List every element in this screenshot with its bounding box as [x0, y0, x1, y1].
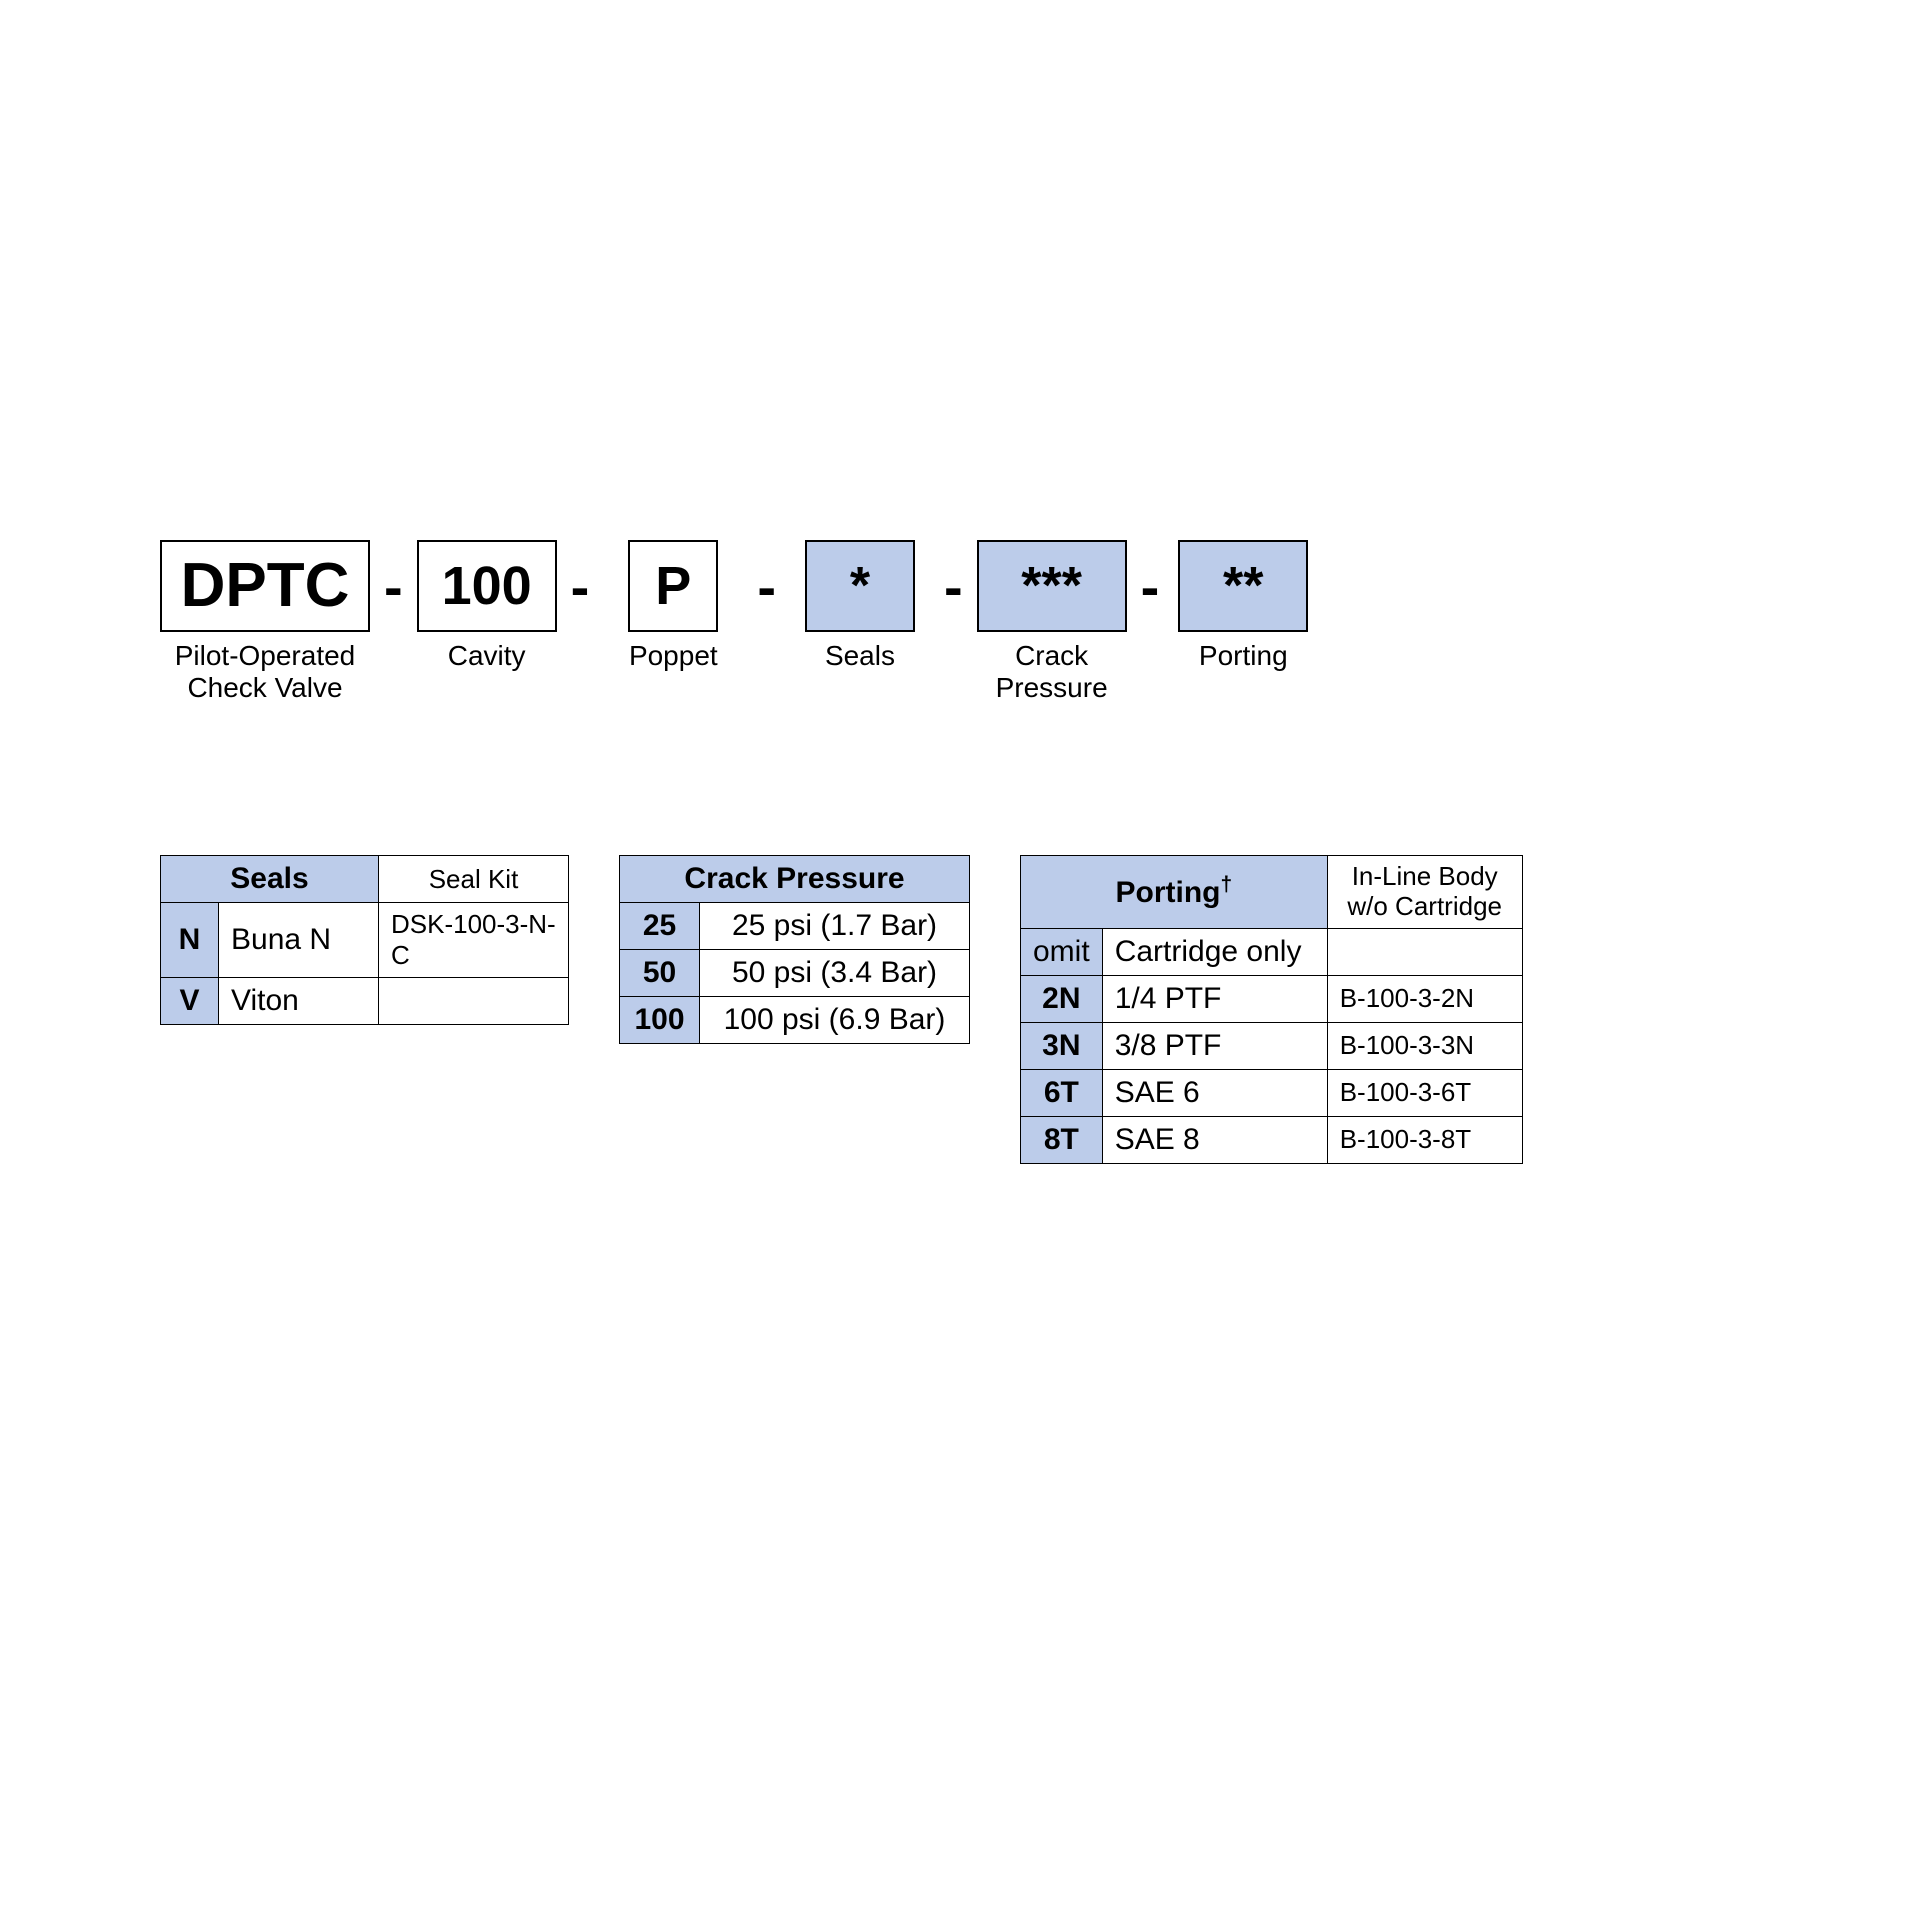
partnum-box: DPTC [160, 540, 370, 632]
partnum-box: *** [977, 540, 1127, 632]
partnum-row: DPTCPilot-OperatedCheck Valve-100Cavity-… [160, 540, 1313, 704]
porting-dagger: † [1221, 873, 1233, 896]
crack-desc: 25 psi (1.7 Bar) [700, 903, 970, 950]
partnum-label: Poppet [603, 640, 743, 672]
partnum-segment: ** Porting [1173, 540, 1313, 672]
partnum-label-line2: Pressure [996, 672, 1108, 703]
partnum-dash: - [557, 540, 604, 632]
porting-aux: B-100-3-3N [1327, 1022, 1522, 1069]
crack-code: 25 [620, 903, 700, 950]
seals-aux: DSK-100-3-N-C [379, 903, 569, 978]
table-row: 2525 psi (1.7 Bar) [620, 903, 970, 950]
partnum-dash: - [1127, 540, 1174, 632]
crack-code: 100 [620, 997, 700, 1044]
partnum-label-line1: Poppet [629, 640, 718, 671]
table-row: 100100 psi (6.9 Bar) [620, 997, 970, 1044]
crack-desc: 50 psi (3.4 Bar) [700, 950, 970, 997]
seals-desc: Viton [219, 978, 379, 1025]
crack-code: 50 [620, 950, 700, 997]
partnum-label-line1: Cavity [448, 640, 526, 671]
partnum-label-line1: Seals [825, 640, 895, 671]
seals-aux-header: Seal Kit [379, 856, 569, 903]
table-row: 3N3/8 PTFB-100-3-3N [1021, 1022, 1523, 1069]
seals-table: SealsSeal KitNBuna NDSK-100-3-N-CVViton [160, 855, 569, 1025]
porting-aux [1327, 928, 1522, 975]
porting-desc: Cartridge only [1102, 928, 1327, 975]
table-row: VViton [161, 978, 569, 1025]
partnum-dash: - [743, 540, 790, 632]
porting-code: 8T [1021, 1116, 1103, 1163]
table-row: 2N1/4 PTFB-100-3-2N [1021, 975, 1523, 1022]
table-row: 5050 psi (3.4 Bar) [620, 950, 970, 997]
partnum-box: ** [1178, 540, 1308, 632]
tables-area: SealsSeal KitNBuna NDSK-100-3-N-CVViton … [160, 855, 1523, 1164]
seals-aux [379, 978, 569, 1025]
partnum-label: Porting [1173, 640, 1313, 672]
porting-aux-header-l1: In-Line Body [1352, 861, 1498, 891]
partnum-box: 100 [417, 540, 557, 632]
crack-desc: 100 psi (6.9 Bar) [700, 997, 970, 1044]
porting-code: 6T [1021, 1069, 1103, 1116]
partnum-segment: P Poppet [603, 540, 743, 672]
porting-title-text: Porting [1116, 876, 1221, 909]
crack-title: Crack Pressure [620, 856, 970, 903]
table-row: NBuna NDSK-100-3-N-C [161, 903, 569, 978]
porting-desc: SAE 8 [1102, 1116, 1327, 1163]
porting-desc: SAE 6 [1102, 1069, 1327, 1116]
partnum-label: CrackPressure [977, 640, 1127, 704]
porting-aux: B-100-3-8T [1327, 1116, 1522, 1163]
porting-desc: 3/8 PTF [1102, 1022, 1327, 1069]
partnum-segment: DPTC Pilot-OperatedCheck Valve [160, 540, 370, 704]
partnum-box: P [628, 540, 718, 632]
porting-title: Porting† [1021, 856, 1328, 929]
partnum-label-line1: Crack [1015, 640, 1088, 671]
partnum-label-line1: Porting [1199, 640, 1288, 671]
crack-pressure-table: Crack Pressure2525 psi (1.7 Bar)5050 psi… [619, 855, 970, 1044]
partnum-dash: - [930, 540, 977, 632]
table-row: 8TSAE 8B-100-3-8T [1021, 1116, 1523, 1163]
seals-code: V [161, 978, 219, 1025]
partnum-label-line2: Check Valve [187, 672, 342, 703]
seals-title: Seals [161, 856, 379, 903]
partnum-segment: 100 Cavity [417, 540, 557, 672]
partnum-label: Cavity [417, 640, 557, 672]
porting-code: omit [1021, 928, 1103, 975]
partnum-segment: * Seals [790, 540, 930, 672]
table-row: omitCartridge only [1021, 928, 1523, 975]
porting-aux: B-100-3-2N [1327, 975, 1522, 1022]
table-row: 6TSAE 6B-100-3-6T [1021, 1069, 1523, 1116]
partnum-label: Pilot-OperatedCheck Valve [160, 640, 370, 704]
porting-aux: B-100-3-6T [1327, 1069, 1522, 1116]
partnum-segment: *** CrackPressure [977, 540, 1127, 704]
seals-desc: Buna N [219, 903, 379, 978]
partnum-label: Seals [790, 640, 930, 672]
seals-code: N [161, 903, 219, 978]
porting-table: Porting† In-Line Body w/o Cartridge omit… [1020, 855, 1523, 1164]
porting-desc: 1/4 PTF [1102, 975, 1327, 1022]
porting-aux-header-l2: w/o Cartridge [1347, 891, 1502, 921]
partnum-box: * [805, 540, 915, 632]
porting-aux-header: In-Line Body w/o Cartridge [1327, 856, 1522, 929]
porting-code: 3N [1021, 1022, 1103, 1069]
partnum-label-line1: Pilot-Operated [175, 640, 356, 671]
partnum-dash: - [370, 540, 417, 632]
porting-code: 2N [1021, 975, 1103, 1022]
